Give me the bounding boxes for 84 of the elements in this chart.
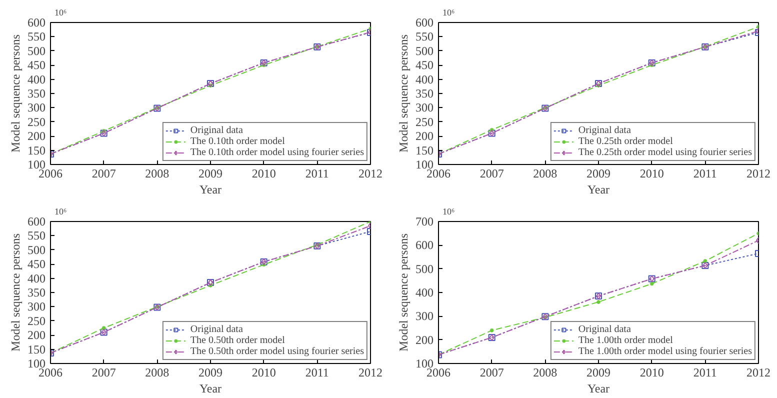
y-tick-label: 400	[416, 286, 434, 300]
y-tick-label: 550	[28, 228, 46, 243]
y-tick-label: 350	[28, 86, 46, 100]
x-tick-label: 2008	[533, 166, 558, 180]
x-tick-label: 2007	[480, 166, 504, 180]
y-tick-label: 200	[28, 328, 46, 342]
x-tick-label: 2011	[693, 166, 717, 180]
y-tick-label: 350	[28, 286, 46, 300]
x-tick-label: 2011	[693, 366, 717, 380]
text: 10⁶	[54, 206, 67, 216]
x-tick-label: 2012	[746, 366, 770, 380]
x-tick-label: 2010	[252, 366, 276, 380]
y-tick-label: 250	[28, 314, 46, 328]
text: 10⁶	[442, 8, 455, 18]
text: 10⁶	[54, 8, 67, 18]
legend-label: The 0.25th order model	[578, 136, 673, 147]
text: 10⁶	[442, 206, 455, 216]
x-tick-label: 2009	[198, 366, 222, 380]
y-tick-label: 500	[416, 44, 434, 58]
y-tick-label: 200	[416, 129, 434, 144]
legend-label: The 0.50th order model using fourier series	[190, 346, 364, 357]
y-tick-label: 300	[416, 100, 434, 115]
legend-label: Original data	[578, 125, 631, 136]
x-axis-title: Year	[587, 382, 610, 396]
x-tick-label: 2010	[640, 366, 664, 380]
y-tick-label: 500	[28, 44, 46, 58]
y-tick-label: 300	[28, 100, 46, 115]
y-tick-label: 250	[28, 114, 46, 129]
x-axis-title: Year	[199, 182, 222, 196]
y-tick-label: 600	[416, 238, 434, 252]
y-tick-label: 200	[28, 129, 46, 144]
y-tick-label: 150	[416, 143, 434, 158]
legend-label: The 0.50th order model	[190, 335, 285, 346]
y-tick-label: 250	[416, 114, 434, 129]
y-tick-label: 450	[28, 58, 46, 72]
legend-label: Original data	[190, 324, 243, 335]
x-tick-label: 2008	[533, 366, 558, 380]
legend-label: The 1.00th order model	[578, 335, 673, 346]
x-tick-label: 2010	[252, 166, 276, 180]
y-tick-label: 200	[416, 332, 434, 347]
y-tick-label: 500	[28, 242, 46, 257]
x-axis-title: Year	[199, 382, 222, 396]
y-tick-label: 550	[416, 30, 434, 44]
y-tick-label: 700	[416, 214, 434, 228]
x-tick-label: 2012	[746, 166, 770, 180]
y-tick-label: 600	[28, 16, 46, 30]
y-tick-label: 350	[416, 86, 434, 100]
x-tick-label: 2011	[305, 166, 329, 180]
y-tick-label: 450	[28, 257, 46, 272]
y-axis-title: Model sequence persons	[8, 233, 22, 352]
y-axis-title: Model sequence persons	[396, 233, 410, 352]
legend-label: The 1.00th order model using fourier series	[578, 346, 752, 357]
x-tick-label: 2008	[145, 366, 170, 380]
y-axis-title: Model sequence persons	[8, 34, 22, 152]
x-tick-label: 2008	[145, 166, 170, 180]
y-tick-label: 150	[28, 143, 46, 158]
y-tick-label: 300	[416, 309, 434, 324]
y-tick-label: 550	[28, 30, 46, 44]
legend-label: Original data	[190, 125, 243, 136]
y-tick-label: 400	[416, 72, 434, 86]
x-tick-label: 2009	[586, 166, 610, 180]
y-tick-label: 600	[28, 214, 46, 228]
x-tick-label: 2012	[358, 366, 382, 380]
x-tick-label: 2012	[358, 166, 382, 180]
x-tick-label: 2007	[92, 166, 116, 180]
y-tick-label: 300	[28, 300, 46, 314]
y-axis-title: Model sequence persons	[396, 34, 410, 152]
x-tick-label: 2007	[92, 366, 116, 380]
y-tick-label: 150	[28, 342, 46, 356]
x-tick-label: 2011	[305, 366, 329, 380]
x-tick-label: 2010	[640, 166, 664, 180]
y-tick-label: 500	[416, 262, 434, 276]
legend-label: The 0.10th order model using fourier series	[190, 147, 364, 158]
x-axis-title: Year	[587, 182, 610, 196]
y-tick-label: 400	[28, 72, 46, 86]
y-tick-label: 600	[416, 16, 434, 30]
y-tick-label: 450	[416, 58, 434, 72]
legend-label: The 0.25th order model using fourier series	[578, 147, 752, 158]
legend-label: Original data	[578, 324, 631, 335]
legend-label: The 0.10th order model	[190, 136, 285, 147]
x-tick-label: 2009	[586, 366, 610, 380]
x-tick-label: 2007	[480, 366, 504, 380]
y-tick-label: 400	[28, 271, 46, 286]
x-tick-label: 2009	[198, 166, 222, 180]
